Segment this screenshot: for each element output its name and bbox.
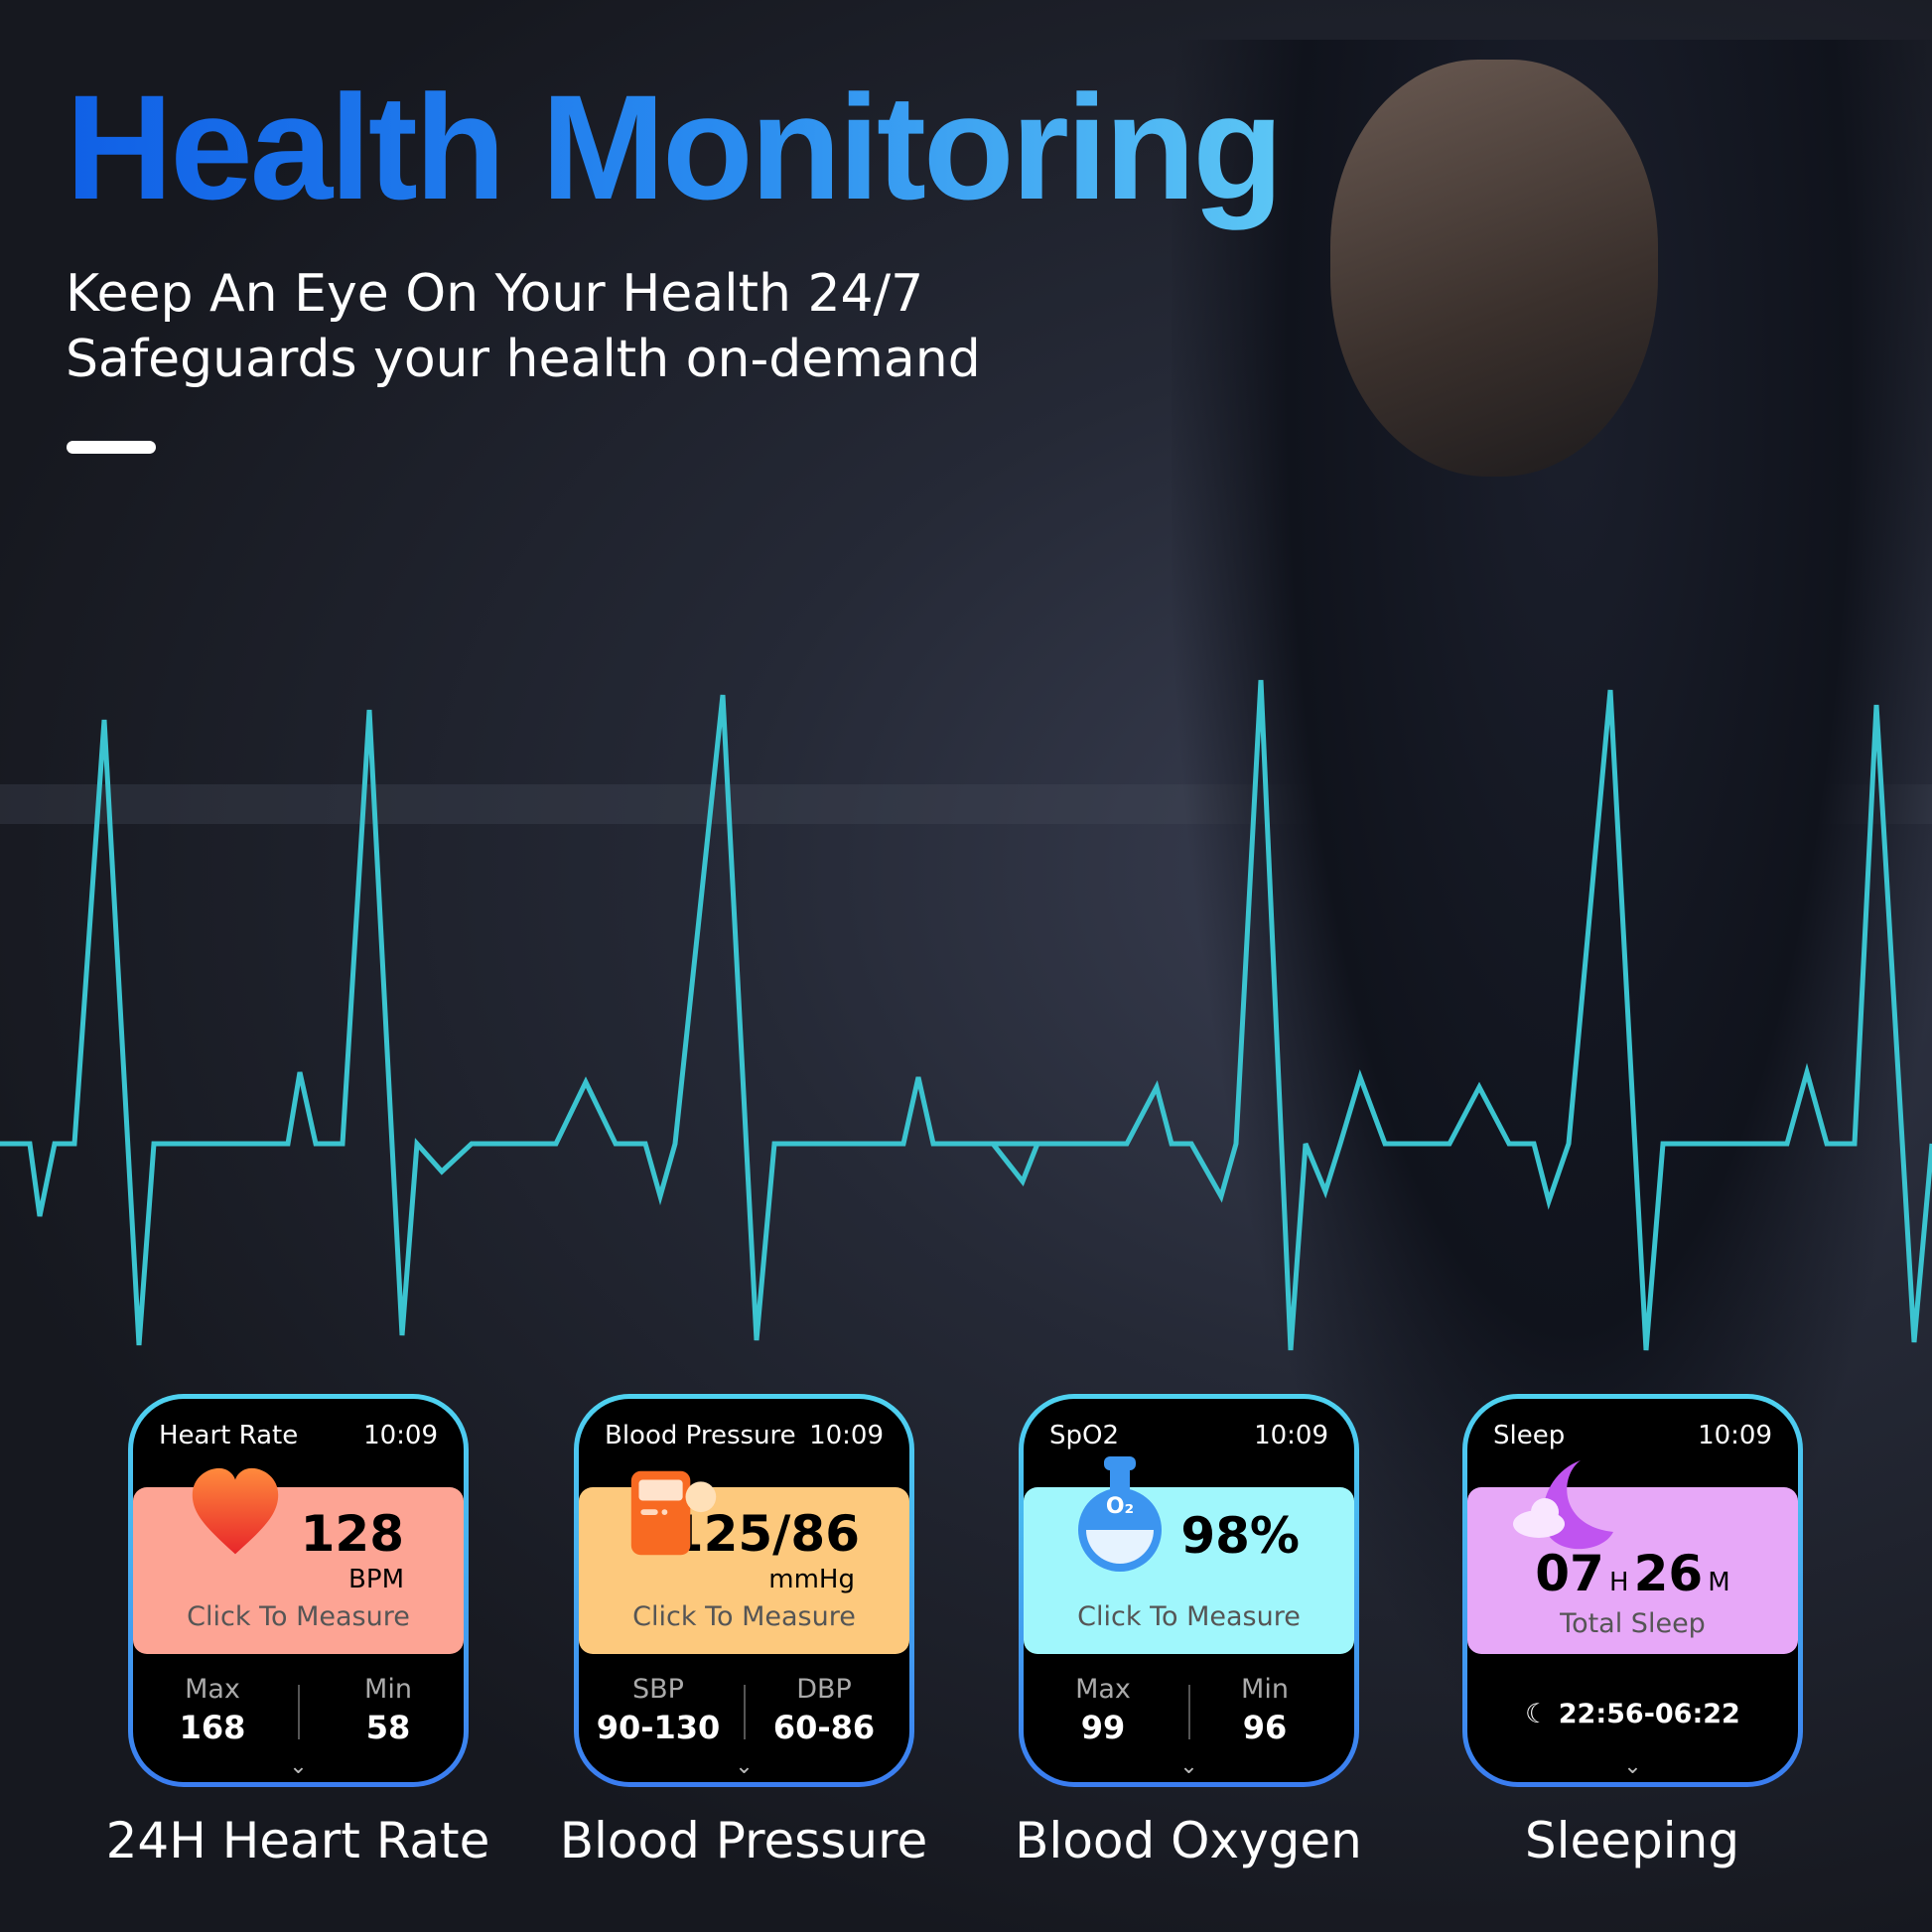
sleep-range: ☾ 22:56-06:22 [1467, 1699, 1798, 1729]
caption-blood-oxygen: Blood Oxygen [1015, 1812, 1362, 1869]
total-sleep-label: Total Sleep [1560, 1608, 1706, 1639]
stat-divider [744, 1685, 746, 1739]
click-to-measure[interactable]: Click To Measure [187, 1601, 410, 1632]
sleep-hours: 07 [1535, 1545, 1604, 1602]
stat-divider [298, 1685, 300, 1739]
click-to-measure[interactable]: Click To Measure [1077, 1601, 1301, 1632]
stat-value-dbp: 60-86 [772, 1709, 876, 1746]
heart-icon [192, 1467, 279, 1555]
stat-label-min: Min [364, 1674, 412, 1705]
stat-value-min: 58 [365, 1709, 411, 1746]
spo2-card[interactable]: SpO2 10:09 98% Click To Measure O₂ Max 99 … [1019, 1394, 1359, 1787]
stat-value-max: 99 [1080, 1709, 1126, 1746]
subtitle-line-2: Safeguards your health on-demand [66, 330, 981, 389]
card-title: Sleep [1493, 1421, 1566, 1450]
card-time: 10:09 [363, 1421, 438, 1450]
chevron-down-icon[interactable]: ⌄ [1179, 1754, 1198, 1779]
chevron-down-icon[interactable]: ⌄ [1623, 1754, 1642, 1779]
page-title: Health Monitoring [66, 62, 1284, 233]
ecg-waveform [0, 679, 1932, 1351]
card-title: Heart Rate [159, 1421, 299, 1450]
stat-label-dbp: DBP [796, 1674, 852, 1705]
card-time: 10:09 [1254, 1421, 1328, 1450]
blood-pressure-value: 125/86 [668, 1505, 860, 1563]
stat-value-max: 168 [179, 1709, 246, 1746]
stat-divider [1188, 1685, 1190, 1739]
stat-label-max: Max [185, 1674, 240, 1705]
divider [67, 441, 156, 454]
sleep-duration: 07 H 26 M [1467, 1545, 1798, 1602]
sleep-card[interactable]: Sleep 10:09 07 H 26 M Total Sleep ☾ 22:56… [1462, 1394, 1803, 1787]
caption-heart-rate: 24H Heart Rate [105, 1812, 490, 1869]
sleep-minutes: 26 [1633, 1545, 1704, 1602]
subtitle-line-1: Keep An Eye On Your Health 24/7 [66, 264, 924, 324]
spo2-value: 98% [1180, 1507, 1300, 1565]
measure-panel[interactable]: 128 BPM Click To Measure [133, 1487, 464, 1654]
blood-pressure-card[interactable]: Blood Pressure 10:09 125/86 mmHg Click To… [574, 1394, 914, 1787]
card-title: SpO2 [1049, 1421, 1120, 1450]
sleep-range-value: 22:56-06:22 [1558, 1699, 1740, 1729]
blood-pressure-unit: mmHg [768, 1565, 855, 1594]
oxygen-flask-icon: O₂ [1078, 1456, 1162, 1576]
athlete-head [1330, 60, 1658, 477]
card-time: 10:09 [1698, 1421, 1772, 1450]
measure-panel[interactable]: 98% Click To Measure [1024, 1487, 1354, 1654]
heart-rate-unit: BPM [348, 1565, 404, 1594]
heart-rate-card[interactable]: Heart Rate 10:09 128 BPM Click To Measure… [128, 1394, 469, 1787]
heart-rate-value: 128 [300, 1505, 404, 1563]
stat-label-sbp: SBP [632, 1674, 684, 1705]
chevron-down-icon[interactable]: ⌄ [289, 1754, 308, 1779]
o2-label: O₂ [1105, 1494, 1135, 1519]
stat-label-min: Min [1241, 1674, 1289, 1705]
stat-value-sbp: 90-130 [596, 1709, 721, 1746]
click-to-measure[interactable]: Click To Measure [632, 1601, 856, 1632]
blood-pressure-monitor-icon [630, 1470, 717, 1556]
moon-icon: ☾ [1525, 1699, 1559, 1729]
minutes-unit: M [1708, 1568, 1730, 1597]
card-time: 10:09 [809, 1421, 884, 1450]
caption-blood-pressure: Blood Pressure [559, 1812, 928, 1869]
card-title: Blood Pressure [605, 1421, 796, 1450]
chevron-down-icon[interactable]: ⌄ [735, 1754, 754, 1779]
hours-unit: H [1608, 1568, 1629, 1597]
caption-sleeping: Sleeping [1524, 1812, 1740, 1869]
moon-cloud-icon [1513, 1460, 1613, 1550]
stat-label-max: Max [1075, 1674, 1131, 1705]
stat-value-min: 96 [1242, 1709, 1288, 1746]
